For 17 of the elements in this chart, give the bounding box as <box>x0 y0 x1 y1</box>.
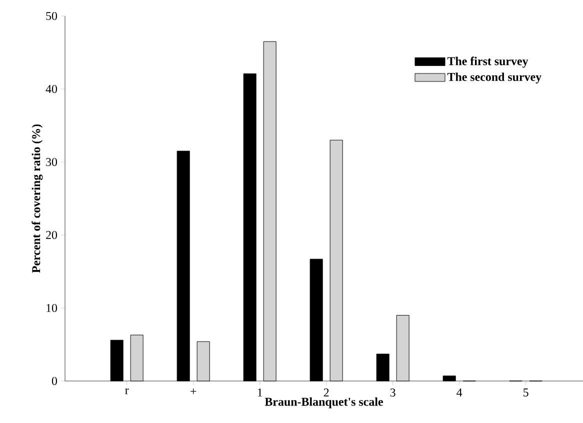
y-tick-label: 50 <box>46 12 58 20</box>
x-tick-label: 3 <box>390 388 396 397</box>
y-tick-label: 40 <box>46 84 58 94</box>
x-tick-label: 5 <box>524 388 528 396</box>
legend-label: The second survey <box>447 72 542 84</box>
x-tick-label: 1 <box>258 388 262 396</box>
y-tick-label: 20 <box>46 230 58 240</box>
x-tick-label: 4 <box>456 388 462 396</box>
y-tick-label: 10 <box>46 304 58 312</box>
x-axis-title: Braun-Blanquet's scale <box>264 397 383 408</box>
x-tick-label: + <box>190 388 196 394</box>
y-axis-title: Percent of covering ratio (%) <box>32 124 43 273</box>
x-tick-label: 2 <box>324 388 329 396</box>
y-tick-label: 0 <box>52 376 58 386</box>
y-tick-label: 30 <box>46 158 58 166</box>
legend-label: The first survey <box>447 56 528 68</box>
x-tick-label: r <box>125 388 129 394</box>
